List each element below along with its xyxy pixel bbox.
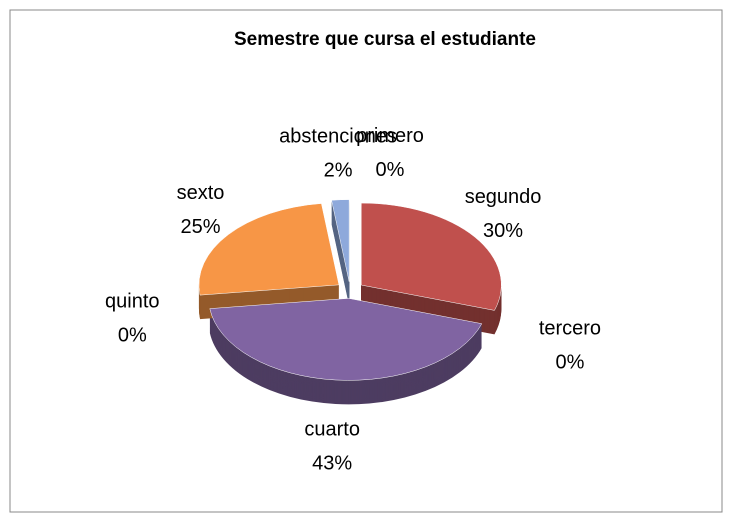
slice-value-label: 0% [555, 352, 584, 374]
chart-title: Semestre que cursa el estudiante [234, 29, 536, 50]
slice-value-label: 0% [376, 159, 405, 181]
slice-label: sexto [177, 182, 225, 204]
slice-value-label: 43% [312, 453, 352, 475]
slice [361, 202, 502, 311]
slice-value-label: 0% [118, 325, 147, 347]
slice [198, 203, 340, 296]
slice [331, 199, 350, 282]
slice-value-label: 30% [483, 220, 523, 242]
slice-value-label: 2% [324, 159, 353, 181]
slice-value-label: 25% [180, 216, 220, 238]
slice-label: cuarto [304, 419, 360, 441]
slice-label: primero [356, 125, 424, 147]
slice-label: tercero [539, 318, 601, 340]
slice-label: segundo [465, 186, 542, 208]
slice-label: quinto [105, 291, 160, 313]
slice [209, 298, 483, 381]
slice-label: abstenciones [279, 125, 397, 147]
